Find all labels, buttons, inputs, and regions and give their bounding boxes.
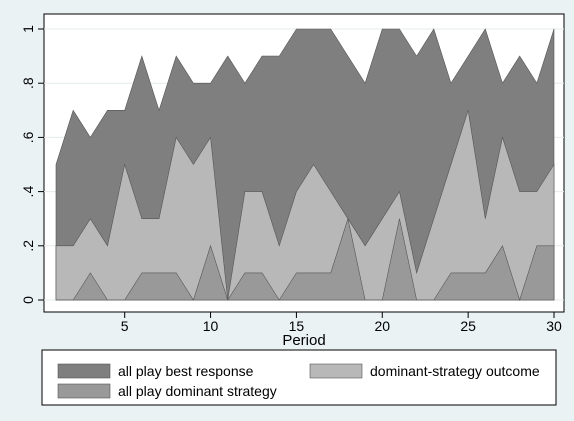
y-tick-label-3: .6	[20, 131, 36, 143]
axes: 0.2.4.6.815 10 15 20 25 30	[20, 25, 562, 334]
legend: all play best response dominant-strategy …	[57, 363, 540, 399]
area-series	[55, 28, 555, 301]
x-tick-label-1: 10	[203, 318, 219, 334]
x-tick-label-2: 15	[289, 318, 305, 334]
x-tick-label-4: 25	[460, 318, 476, 334]
area-all-play-dominant-strategy	[56, 217, 555, 301]
y-tick-label-2: .4	[20, 186, 36, 198]
y-tick-label-4: .8	[20, 77, 36, 89]
legend-label-1: dominant-strategy outcome	[370, 363, 540, 379]
x-axis-title: Period	[282, 332, 325, 349]
y-tick-label-0: 0	[20, 296, 36, 304]
legend-box	[41, 349, 557, 406]
x-tick-label-0: 5	[121, 318, 129, 334]
y-tick-label-1: .2	[20, 240, 36, 252]
legend-label-2: all play dominant strategy	[118, 383, 277, 399]
legend-label-0: all play best response	[118, 363, 254, 379]
y-tick-label-5: 1	[20, 25, 36, 33]
legend-swatch-1	[309, 363, 363, 379]
legend-swatch-2	[57, 383, 111, 399]
area-dominant-strategy-outcome	[55, 110, 555, 301]
x-tick-label-5: 30	[546, 318, 562, 334]
legend-swatch-0	[57, 363, 111, 379]
x-tick-label-3: 20	[374, 318, 390, 334]
